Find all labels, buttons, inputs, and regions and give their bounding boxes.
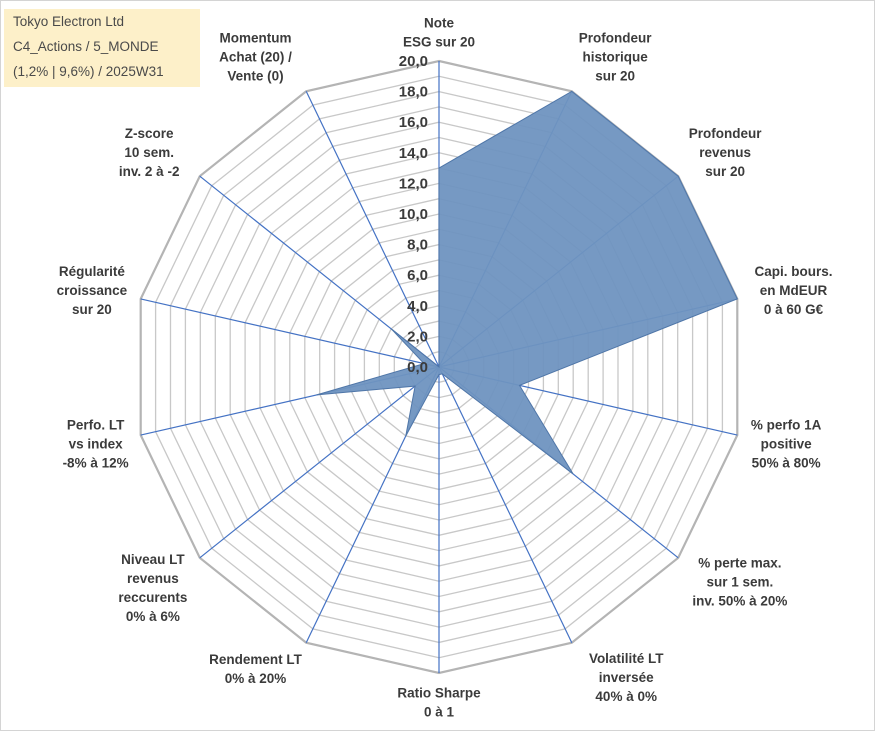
- radial-tick-labels: 0,0 2,0 4,0 6,0 8,0 10,0 12,0 14,0 16,0 18,0 20,0: [399, 53, 428, 376]
- title-category: C4_Actions / 5_MONDE: [13, 39, 159, 54]
- tick-label: 20,0: [399, 53, 428, 70]
- tick-label: 16,0: [399, 114, 428, 131]
- tick-label: 4,0: [407, 298, 428, 315]
- tick-label: 18,0: [399, 84, 428, 101]
- axis-label: Profondeur revenus sur 20: [689, 126, 762, 179]
- axis-label: Z-score 10 sem. inv. 2 à -2: [119, 126, 180, 179]
- axis-labels: Note ESG sur 20 Profondeur historique sur 20…: [57, 15, 833, 719]
- tick-label: 6,0: [407, 267, 428, 284]
- axis-label: % perfo 1A positive 50% à 80%: [751, 417, 822, 470]
- tick-label: 10,0: [399, 206, 428, 223]
- title-company: Tokyo Electron Ltd: [13, 14, 125, 29]
- axis-label: Ratio Sharpe 0 à 1: [397, 685, 481, 719]
- tick-label: 12,0: [399, 175, 428, 192]
- axis-label: Perfo. LT vs index -8% à 12%: [63, 417, 129, 470]
- tick-label: 0,0: [407, 359, 428, 376]
- tick-label: 14,0: [399, 145, 428, 162]
- axis-label: Capi. bours. en MdEUR 0 à 60 G€: [754, 264, 832, 317]
- axis-label: Profondeur historique sur 20: [579, 30, 652, 83]
- axis-spoke: [438, 366, 573, 643]
- axis-spoke: [199, 366, 440, 559]
- title-box: Tokyo Electron Ltd C4_Actions / 5_MONDE …: [4, 9, 200, 87]
- axis-label: Niveau LT revenus reccurents 0% à 6%: [118, 552, 187, 624]
- tick-label: 8,0: [407, 237, 428, 254]
- axis-label: Momentum Achat (20) / Vente (0): [219, 30, 292, 83]
- title-period: (1,2% | 9,6%) / 2025W31: [13, 64, 164, 79]
- axis-label: % perte max. sur 1 sem. inv. 50% à 20%: [692, 556, 787, 609]
- axis-spoke: [305, 91, 440, 368]
- axis-label: Rendement LT 0% à 20%: [209, 652, 303, 686]
- axis-spoke: [140, 298, 440, 368]
- radar-series: [316, 90, 738, 475]
- axis-label: Note ESG sur 20: [403, 15, 475, 49]
- axis-label: Volatilité LT inversée 40% à 0%: [589, 651, 664, 704]
- axis-label: Régularité croissance sur 20: [57, 264, 128, 317]
- tick-label: 2,0: [407, 328, 428, 345]
- series-area: [316, 90, 738, 475]
